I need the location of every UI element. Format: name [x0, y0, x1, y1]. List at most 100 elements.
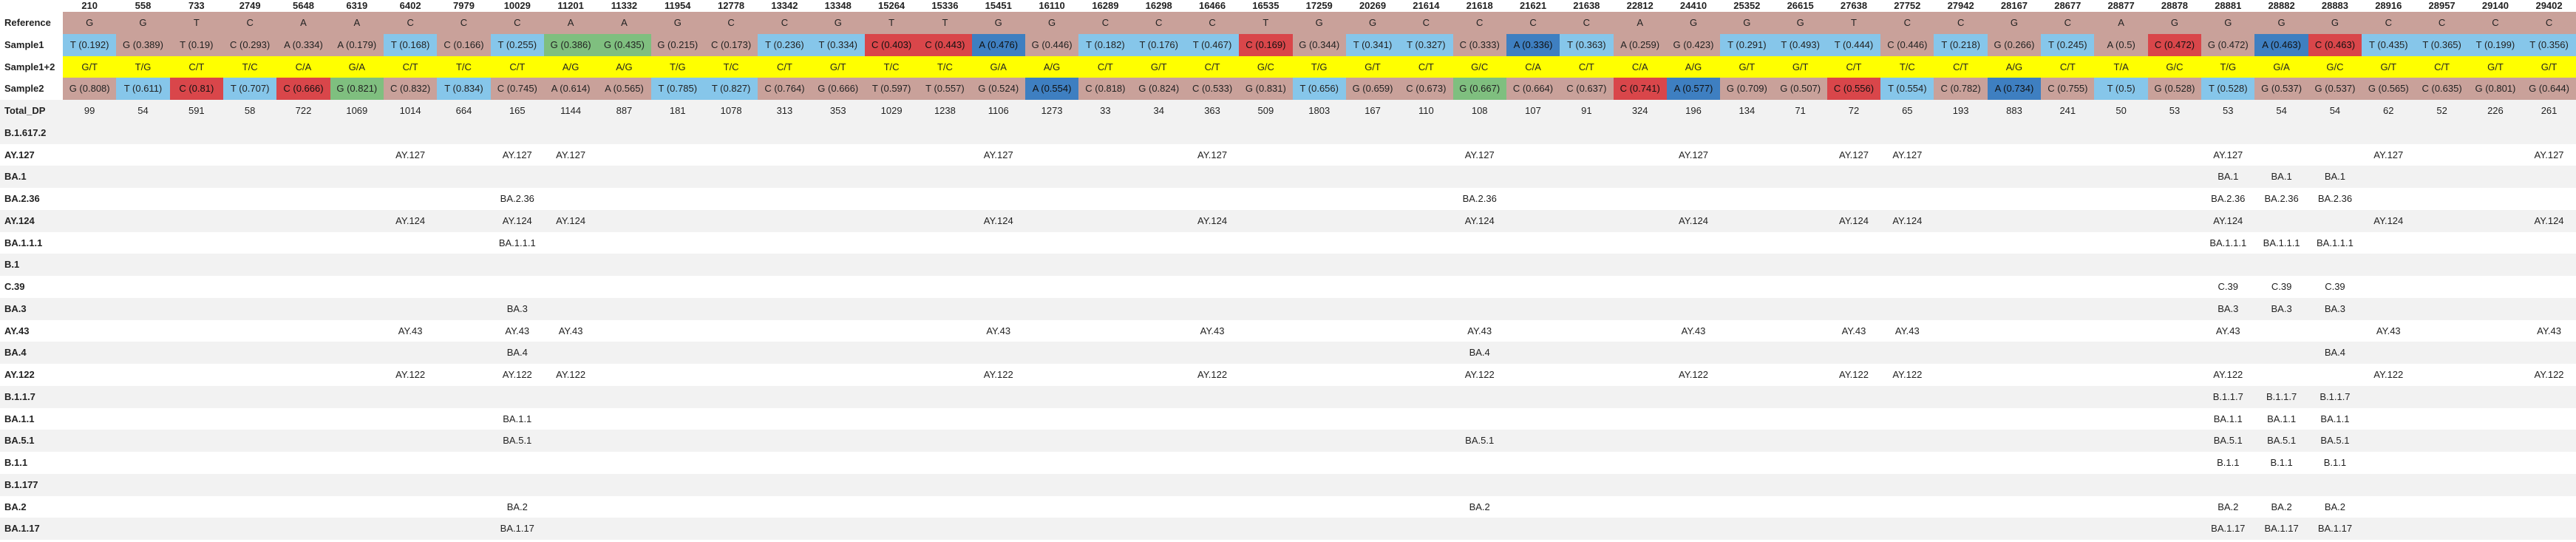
- lineage-cell: [865, 276, 918, 298]
- lineage-cell: [597, 320, 650, 342]
- lineage-cell: [1666, 166, 1721, 188]
- lineage-cell: [384, 232, 437, 254]
- table-cell: C (0.293): [222, 33, 277, 56]
- lineage-cell: [1666, 430, 1721, 452]
- lineage-cell: [865, 188, 918, 210]
- lineage-cell: [222, 473, 277, 496]
- lineage-cell: [1826, 121, 1881, 144]
- lineage-cell: [1880, 166, 1934, 188]
- lineage-cell: [1399, 121, 1453, 144]
- lineage-cell: [63, 166, 117, 188]
- lineage-cell: [1345, 297, 1400, 320]
- table-cell: T (0.5): [2094, 78, 2148, 100]
- table-cell: G (0.709): [1720, 78, 1774, 100]
- lineage-cell: [222, 121, 277, 144]
- table-cell: T (0.444): [1826, 33, 1881, 56]
- lineage-cell: [2522, 232, 2576, 254]
- lineage-cell: [276, 144, 330, 166]
- lineage-cell: AY.124: [383, 209, 438, 232]
- lineage-cell: [2469, 188, 2522, 210]
- lineage-cell: [1024, 121, 1079, 144]
- lineage-label: AY.127: [4, 149, 35, 160]
- lineage-cell: [2147, 473, 2202, 496]
- lineage-cell: [2362, 385, 2416, 408]
- lineage-cell: [758, 144, 811, 166]
- lineage-cell: [2362, 408, 2415, 430]
- lineage-cell: [2094, 473, 2148, 496]
- table-cell: A (0.463): [2254, 33, 2308, 56]
- lineage-cell: [1827, 452, 1880, 474]
- lineage-cell: [2415, 297, 2469, 320]
- table-cell: G (0.831): [1239, 78, 1293, 100]
- lineage-cell: AY.43: [505, 325, 530, 336]
- table-cell: 261: [2522, 100, 2576, 122]
- lineage-cell: [383, 385, 438, 408]
- lineage-cell: [116, 452, 169, 474]
- lineage-cell: [2148, 364, 2201, 386]
- lineage-cell: [1560, 473, 1614, 496]
- lineage-cell: AY.43: [1681, 325, 1706, 336]
- lineage-cell: AY.124: [1880, 209, 1934, 232]
- lineage-cell: [330, 452, 384, 474]
- lineage-cell: BA.2: [2271, 501, 2292, 512]
- lineage-cell: [1560, 209, 1614, 232]
- lineage-cell: [1667, 496, 1720, 518]
- lineage-cell: [1666, 342, 1721, 364]
- lineage-cell: AY.122: [2213, 369, 2243, 380]
- lineage-cell: [758, 297, 812, 320]
- table-row: Total_DP 99 54 591 58 722 1069 1014 664 165 1144 88…: [0, 100, 2576, 122]
- lineage-cell: [276, 473, 330, 496]
- lineage-cell: [1292, 209, 1346, 232]
- lineage-cell: [2415, 518, 2469, 540]
- lineage-cell: [437, 276, 490, 298]
- table-cell: C/T: [1934, 55, 1988, 78]
- lineage-cell: [1399, 518, 1453, 540]
- lineage-cell: [2362, 518, 2416, 540]
- lineage-cell: [1292, 342, 1346, 364]
- position-header: 28877: [2107, 0, 2135, 11]
- lineage-cell: [704, 254, 758, 276]
- lineage-cell: [1078, 408, 1132, 430]
- lineage-cell: [650, 254, 704, 276]
- table-cell: 71: [1773, 100, 1827, 122]
- table-cell: 1069: [330, 100, 384, 122]
- table-cell: T (0.168): [383, 33, 438, 56]
- lineage-cell: [1399, 188, 1452, 210]
- table-cell: A (0.554): [1024, 78, 1079, 100]
- table-cell: 664: [437, 100, 491, 122]
- lineage-cell: [1666, 121, 1721, 144]
- lineage-cell: [1667, 232, 1720, 254]
- table-cell: G (0.386): [543, 33, 598, 56]
- lineage-cell: [1720, 408, 1773, 430]
- lineage-cell: [1345, 473, 1400, 496]
- lineage-cell: [1346, 144, 1399, 166]
- lineage-cell: [1346, 320, 1399, 342]
- position-header: 6402: [399, 0, 421, 11]
- position-header-row: 210 558 733 2749 5648 6319 6402 7979 10029 11201 1…: [0, 0, 2576, 12]
- lineage-cell: [2094, 144, 2147, 166]
- lineage-cell: [1024, 254, 1079, 276]
- lineage-cell: AY.122: [983, 369, 1013, 380]
- lineage-cell: [2094, 209, 2148, 232]
- lineage-cell: [2522, 518, 2576, 540]
- lineage-cell: [276, 320, 330, 342]
- lineage-cell: [650, 430, 704, 452]
- lineage-cell: [116, 297, 170, 320]
- table-cell: 241: [2041, 100, 2095, 122]
- lineage-cell: [1506, 364, 1560, 386]
- lineage-cell: [1880, 254, 1934, 276]
- table-cell: T: [918, 12, 972, 34]
- lineage-cell: [650, 342, 704, 364]
- lineage-cell: [1560, 188, 1613, 210]
- table-cell: C: [1185, 12, 1240, 34]
- lineage-cell: [1826, 385, 1881, 408]
- lineage-cell: [170, 144, 223, 166]
- table-cell: C/T: [490, 55, 544, 78]
- lineage-cell: [2362, 452, 2415, 474]
- lineage-cell: [811, 473, 865, 496]
- lineage-cell: [1880, 342, 1934, 364]
- lineage-label: AY.122: [4, 369, 35, 380]
- lineage-cell: [1132, 342, 1186, 364]
- lineage-cell: [1453, 276, 1506, 298]
- lineage-cell: [276, 364, 330, 386]
